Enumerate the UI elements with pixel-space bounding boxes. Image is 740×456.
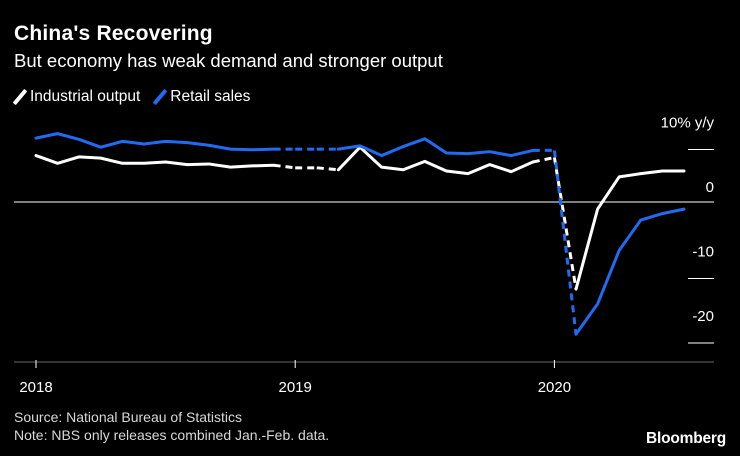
y-tick-label-0: 10% y/y <box>661 115 715 132</box>
source-notes: Source: National Bureau of Statistics No… <box>14 408 329 444</box>
series-line-retail-sales <box>336 137 535 158</box>
legend-item-retail-sales: Retail sales <box>152 88 251 106</box>
series-dash-retail-sales <box>552 150 578 335</box>
series-line-retail-sales <box>574 207 686 336</box>
chart-subtitle: But economy has weak demand and stronger… <box>14 50 443 71</box>
note-text: Note: NBS only releases combined Jan.-Fe… <box>14 427 330 443</box>
series-dash-industrial-output <box>552 157 578 290</box>
x-tick-label-0: 2018 <box>19 379 52 396</box>
legend-label-industrial-output: Industrial output <box>30 88 141 105</box>
series-line-industrial-output <box>34 154 276 169</box>
x-tick-label-2: 2020 <box>538 379 571 396</box>
x-tick-label-1: 2019 <box>279 379 312 396</box>
series-line-industrial-output <box>336 145 535 176</box>
series-line-industrial-output <box>574 169 686 291</box>
bloomberg-logo: Bloomberg <box>645 430 726 447</box>
series-line-retail-sales <box>34 132 276 152</box>
series-dash-industrial-output <box>316 166 339 172</box>
chart-title: China's Recovering <box>14 22 213 45</box>
series-dash-industrial-output <box>532 156 555 164</box>
source-text: Source: National Bureau of Statistics <box>14 409 243 425</box>
legend: Industrial output Retail sales <box>12 86 264 108</box>
y-tick-label-3: -20 <box>692 308 714 325</box>
legend-label-retail-sales: Retail sales <box>170 88 251 105</box>
legend-item-industrial-output: Industrial output <box>12 88 141 106</box>
y-tick-label-2: -10 <box>692 244 714 261</box>
series-dash-industrial-output <box>273 163 296 170</box>
y-tick-label-1: 0 <box>706 179 714 196</box>
